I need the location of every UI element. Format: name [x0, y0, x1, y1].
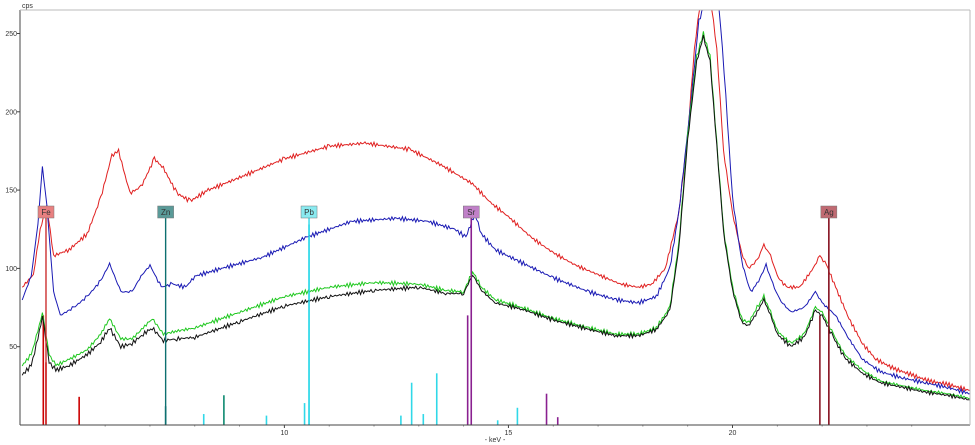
axes: cps - keV -: [19, 3, 971, 444]
element-marker-box: [157, 205, 174, 219]
spectrum-series: [21, 9, 971, 401]
spectrum-line: [21, 9, 971, 393]
spectrum-line: [21, 31, 971, 400]
ticks: 50 100 150 200 250 10 15 20: [5, 31, 913, 437]
spectrum-line: [21, 9, 971, 396]
x-axis-unit: - keV -: [485, 437, 506, 444]
element-marker-box: [820, 205, 838, 219]
x-tick-label: 15: [505, 430, 513, 437]
element-marker-label: Sr: [467, 208, 475, 217]
y-tick-label: 250: [5, 31, 17, 38]
y-tick-label: 200: [5, 109, 17, 116]
element-markers: Fe Zn Pb Sr Ag: [37, 205, 838, 425]
element-marker-label: Zn: [161, 208, 170, 217]
element-marker-box: [463, 205, 480, 219]
x-tick-label: 10: [280, 430, 288, 437]
element-marker[interactable]: Sr: [463, 205, 480, 425]
element-marker[interactable]: Ag: [820, 205, 838, 425]
y-tick-label: 100: [5, 266, 17, 273]
y-tick-label: 50: [9, 344, 17, 351]
element-marker-box: [37, 205, 55, 219]
element-marker[interactable]: Fe: [37, 205, 55, 425]
element-marker[interactable]: Pb: [300, 205, 318, 425]
element-marker-label: Pb: [304, 208, 314, 217]
element-marker-label: Fe: [41, 208, 51, 217]
spectrum-line: [21, 34, 971, 401]
y-axis-unit: cps: [22, 3, 33, 10]
y-tick-label: 150: [5, 188, 17, 195]
element-marker[interactable]: Zn: [157, 205, 174, 425]
element-marker-box: [300, 205, 318, 219]
x-tick-label: 20: [729, 430, 737, 437]
element-marker-label: Ag: [824, 208, 834, 217]
